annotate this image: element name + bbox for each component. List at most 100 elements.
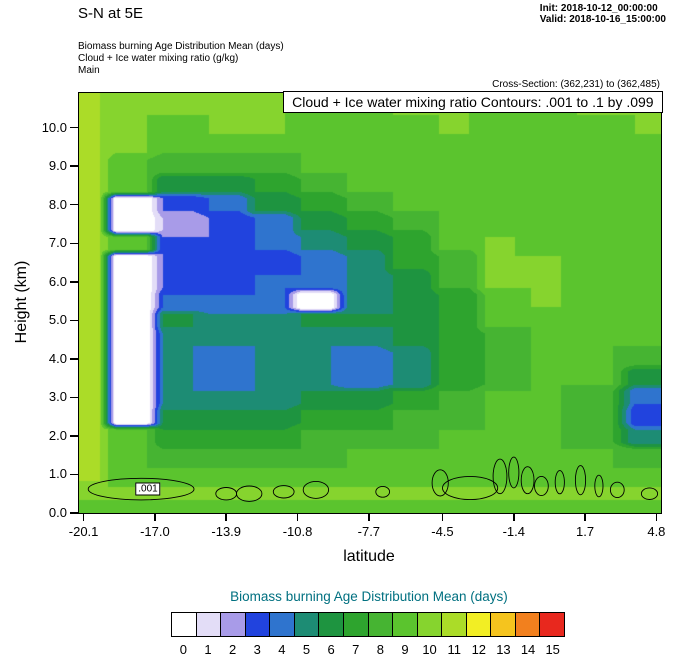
colorbar-swatch: [367, 612, 394, 637]
field-desc-domain: Main: [78, 65, 100, 76]
x-tick-label: -4.5: [431, 524, 454, 539]
x-tick-mark: [154, 513, 156, 521]
colorbar-tick-label: 7: [352, 642, 360, 657]
y-tick-label: 1.0: [48, 466, 67, 482]
y-tick-label: 5.0: [48, 312, 67, 328]
y-tick-mark: [70, 358, 78, 360]
field-description-block: Biomass burning Age Distribution Mean (d…: [78, 41, 284, 77]
colorbar-swatch: [220, 612, 246, 637]
x-tick-mark: [82, 513, 85, 521]
cloud-contour-line: [236, 485, 263, 502]
cloud-contour-line: [272, 485, 295, 499]
colorbar-tick-label: 10: [422, 642, 437, 657]
colorbar-swatch: [293, 612, 320, 637]
y-tick-mark: [70, 165, 78, 167]
x-tick-label: -17.0: [140, 524, 170, 539]
x-tick-mark: [655, 513, 658, 521]
colorbar: [171, 612, 565, 637]
y-tick-mark: [70, 281, 78, 283]
y-tick-label: 4.0: [48, 350, 67, 366]
contour-info-box: Cloud + Ice water mixing ratio Contours:…: [283, 91, 663, 114]
filled-contour-field: [79, 93, 661, 513]
field-desc-age: Biomass burning Age Distribution Mean (d…: [78, 41, 284, 52]
y-tick-mark: [70, 435, 78, 437]
y-tick-mark: [70, 242, 78, 245]
cloud-contour-overlay: [87, 456, 659, 502]
cloud-contour-line: [554, 470, 565, 495]
x-tick-label: -13.9: [211, 524, 242, 539]
x-tick-mark: [584, 513, 586, 521]
cloud-contour-line: [215, 487, 238, 501]
cloud-contour-line: [574, 465, 587, 496]
x-tick-label: -20.1: [68, 524, 99, 539]
colorbar-tick-label: 11: [447, 642, 461, 657]
x-axis-title: latitude: [343, 548, 395, 565]
y-tick-label: 9.0: [48, 158, 67, 174]
cross-section-plot: Cloud + Ice water mixing ratio Contours:…: [42, 91, 665, 539]
colorbar-swatch: [318, 612, 344, 637]
cloud-contour-line: [302, 480, 330, 499]
colorbar-tick-label: 2: [228, 642, 237, 657]
colorbar-swatch: [244, 612, 271, 637]
y-tick-label: 2.0: [48, 427, 67, 443]
cloud-contour-line: [520, 466, 535, 495]
x-tick-label: 4.8: [647, 524, 666, 539]
y-tick-label: 6.0: [48, 273, 67, 289]
x-tick-label: -7.7: [357, 524, 381, 539]
x-tick-label: -1.4: [502, 524, 525, 539]
x-tick-mark: [296, 513, 299, 521]
y-tick-label: 7.0: [48, 235, 67, 251]
colorbar-tick-label: 12: [471, 642, 487, 657]
colorbar-swatch: [514, 612, 541, 637]
cloud-contour-line: [431, 469, 449, 497]
cloud-contour-line: [640, 487, 659, 500]
colorbar-tick-label: 15: [545, 642, 560, 657]
cloud-contour-line: [442, 475, 499, 501]
colorbar-tick-label: 14: [520, 642, 536, 657]
colorbar-swatch: [539, 612, 565, 637]
cloud-contour-line: [375, 485, 391, 498]
colorbar-tick-label: 3: [253, 642, 261, 657]
y-tick-mark: [70, 396, 78, 399]
colorbar-tick-label: 9: [401, 642, 409, 657]
cloud-contour-line: [534, 475, 549, 497]
colorbar-swatch: [195, 612, 222, 637]
y-tick-label: 3.0: [48, 389, 67, 405]
colorbar-swatch: [392, 612, 418, 637]
page-title: S-N at 5E: [78, 5, 144, 22]
colorbar-swatch: [441, 612, 467, 637]
y-tick-label: 0.0: [48, 505, 67, 520]
field-desc-cloud: Cloud + Ice water mixing ratio (g/kg): [78, 53, 239, 64]
y-tick-mark: [70, 473, 78, 476]
y-tick-label: 10.0: [41, 119, 67, 135]
colorbar-swatch: [269, 612, 295, 637]
x-tick-mark: [225, 513, 227, 521]
colorbar-labels: 0 1 2 3 4 5 6 7 8 9 10 11 12 13 14 15: [171, 642, 565, 657]
cloud-contour-line: [594, 474, 604, 498]
cloud-contour-line: [87, 477, 195, 501]
colorbar-swatch: [171, 612, 197, 637]
colorbar-title: Biomass burning Age Distribution Mean (d…: [230, 589, 508, 604]
contour-value-label: .001: [135, 482, 161, 496]
x-tick-mark: [368, 513, 370, 521]
y-tick-mark: [70, 319, 78, 322]
init-time: Init: 2018-10-12_00:00:00: [539, 3, 658, 14]
colorbar-tick-label: 13: [496, 642, 511, 657]
cloud-contour-line: [508, 456, 520, 489]
cross-section-info: Cross-Section: (362,231) to (362,485): [492, 79, 660, 90]
x-tick-label: 1.7: [576, 524, 595, 539]
y-tick-label: 8.0: [48, 196, 67, 212]
colorbar-tick-label: 1: [204, 642, 212, 657]
colorbar-tick-label: 0: [179, 642, 187, 657]
colorbar-swatch: [416, 612, 443, 637]
colorbar-tick-label: 6: [327, 642, 335, 657]
init-valid-block: Init: 2018-10-12_00:00:00 Valid: 2018-10…: [540, 3, 666, 25]
colorbar-swatch: [465, 612, 492, 637]
colorbar-tick-label: 5: [302, 642, 311, 657]
x-tick-mark: [513, 513, 515, 521]
x-tick-label: -10.8: [282, 524, 313, 539]
y-tick-mark: [70, 512, 78, 514]
x-tick-mark: [441, 513, 444, 521]
colorbar-tick-label: 8: [376, 642, 384, 657]
